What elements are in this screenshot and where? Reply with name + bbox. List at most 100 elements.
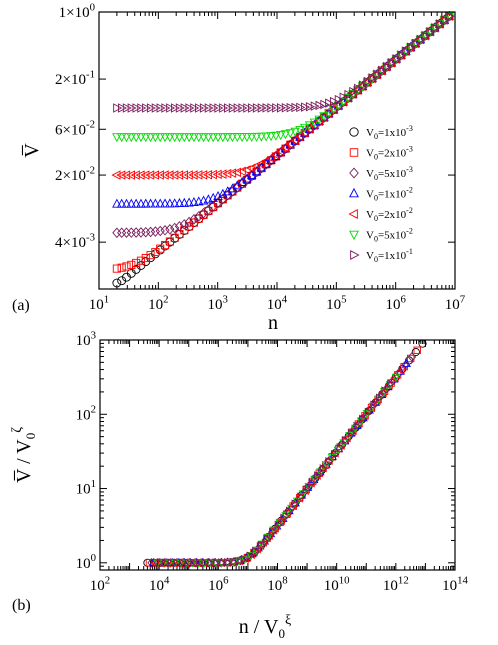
data-point [131, 133, 141, 143]
data-point [160, 224, 170, 236]
panel-a-y-tick-label-base: 4×10 [55, 235, 86, 251]
data-point [252, 546, 261, 556]
legend-text-part: V [366, 127, 374, 139]
legend-entry: V0=1x10-3 [366, 124, 413, 141]
axis-label-part: V̅ / V [13, 439, 35, 483]
collapse-series-triangle-left [150, 365, 405, 568]
panel-a-y-tick-label: 2×10-2 [55, 164, 95, 184]
data-point [289, 135, 299, 146]
data-point [376, 393, 385, 403]
data-point [444, 12, 454, 22]
panel-b-y-tick-label: 103 [76, 329, 96, 349]
panel-b-x-tick-label-base: 10 [267, 578, 282, 594]
data-point [204, 103, 214, 113]
data-point [391, 55, 402, 65]
data-point [155, 225, 165, 237]
data-point [184, 558, 193, 568]
data-point [261, 132, 271, 142]
data-point [305, 101, 315, 112]
legend-text-part: -2 [406, 186, 413, 195]
legend-text-part: 0 [374, 194, 378, 203]
panel-b-x-tick-label: 1010 [324, 574, 350, 594]
panel-b-x-tick-label-exponent: 14 [457, 574, 468, 586]
data-point [121, 227, 132, 238]
data-point [315, 100, 325, 111]
data-point [246, 163, 256, 173]
data-point [173, 558, 182, 568]
data-point [116, 170, 126, 180]
data-point [145, 226, 156, 238]
panel-b-x-tick-label: 102 [90, 574, 110, 594]
panel-a-x-tick-label-base: 10 [89, 297, 104, 313]
data-point [396, 365, 405, 375]
data-point [121, 133, 132, 143]
data-point [224, 558, 233, 567]
data-point [265, 153, 275, 163]
panel-a-legend: V0=1x10-3V0=2x10-3V0=5x10-3V0=1x10-2V0=2… [348, 124, 413, 264]
data-point [184, 133, 194, 143]
panel-a-y-tick-label-base: 1×10 [59, 5, 90, 21]
data-point [156, 103, 166, 113]
data-point [342, 93, 352, 103]
panel-a-y-tick-label: 1×100 [59, 1, 95, 21]
data-point [112, 278, 122, 288]
series-triangle-left [111, 11, 453, 180]
data-point [246, 132, 257, 142]
data-point [141, 254, 150, 263]
legend-marker [349, 187, 359, 198]
data-point [222, 168, 232, 179]
data-point [269, 527, 278, 537]
data-point [358, 80, 368, 90]
panel-b-x-tick-label-exponent: 10 [339, 574, 350, 586]
panel-b-y-tick-label: 102 [76, 404, 96, 424]
data-point [363, 76, 373, 87]
data-point [145, 198, 156, 208]
data-point [179, 133, 190, 143]
data-point [297, 492, 306, 502]
legend-text-part: =2x10 [378, 148, 407, 160]
data-point [156, 558, 165, 568]
panel-b-y-tick-label-base: 10 [76, 407, 91, 423]
legend-text-part: -3 [406, 124, 413, 133]
panel-b-y-tick-label: 101 [76, 478, 96, 498]
data-point [141, 226, 151, 238]
data-point [235, 556, 244, 566]
data-point [294, 131, 304, 142]
data-point [263, 533, 273, 543]
data-point [201, 558, 210, 568]
data-point [405, 42, 415, 53]
data-point [415, 35, 426, 45]
panel-a-x-tick-label-base: 10 [148, 297, 163, 313]
data-point [397, 50, 407, 60]
data-point [270, 150, 280, 160]
collapse-series-triangle-right [156, 379, 396, 568]
legend-marker [348, 209, 358, 219]
panel-a-x-tick-label-base: 10 [207, 297, 222, 313]
data-point [232, 180, 243, 190]
panel-a-y-axis-label: V̅ [21, 143, 43, 158]
data-point [439, 15, 449, 25]
legend-text-part: 0 [374, 214, 378, 223]
data-point [165, 223, 175, 235]
data-point [416, 34, 426, 45]
data-point [276, 103, 287, 113]
data-point [329, 96, 340, 107]
data-point [118, 103, 128, 113]
panel-b-y-tick-label-base: 10 [76, 333, 91, 349]
data-point [131, 198, 141, 208]
data-point [169, 198, 180, 208]
panel-b-label: (b) [12, 597, 31, 614]
legend-marker [350, 250, 360, 260]
panel-b-y-tick-label-base: 10 [76, 482, 91, 498]
panel-b-x-tick-label-exponent: 12 [398, 574, 409, 586]
data-point [166, 103, 176, 113]
data-point [112, 198, 122, 208]
data-point [291, 499, 300, 509]
panel-a-x-tick-label-exponent: 2 [163, 293, 168, 305]
data-point [150, 133, 161, 143]
data-point [319, 464, 328, 473]
data-point [209, 103, 219, 113]
panel-b-x-tick-label-base: 10 [324, 578, 339, 594]
data-point [325, 98, 335, 108]
data-point [112, 227, 122, 239]
